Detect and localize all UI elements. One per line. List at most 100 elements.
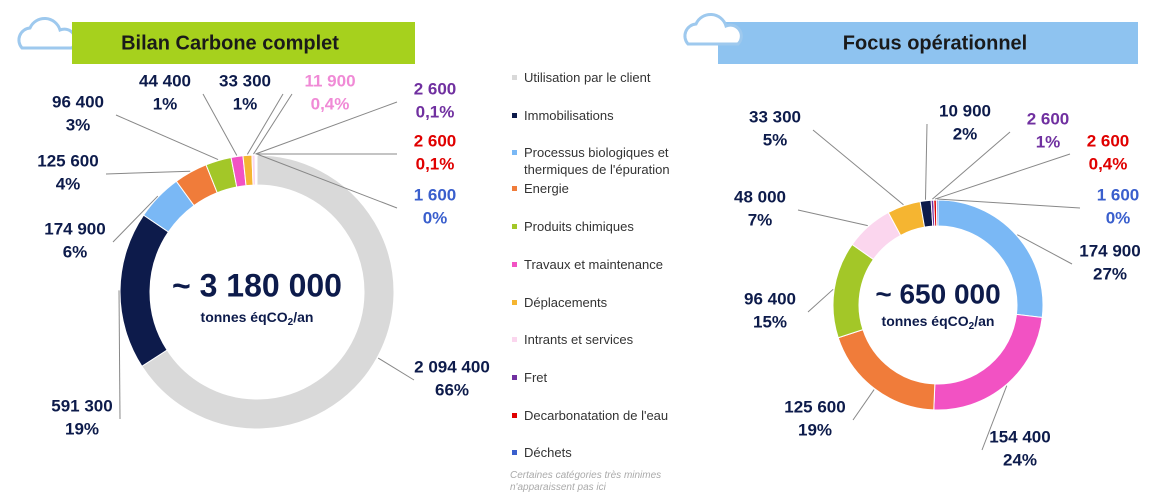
center-unit: tonnes éqCO2/an	[882, 313, 995, 332]
value-label: 11 900	[304, 71, 355, 90]
percent-label: 3%	[66, 115, 91, 134]
donut-slice	[837, 329, 936, 411]
leader-line	[118, 290, 121, 420]
center-unit: tonnes éqCO2/an	[201, 309, 314, 328]
percent-label: 66%	[435, 380, 469, 399]
leader-line	[377, 357, 415, 381]
percent-label: 1%	[233, 94, 258, 113]
percent-label: 0,4%	[311, 94, 350, 113]
legend-swatch	[512, 412, 517, 418]
percent-label: 7%	[748, 210, 773, 229]
legend-swatch	[512, 186, 517, 192]
value-label: 1 600	[1097, 185, 1140, 204]
value-label: 96 400	[52, 92, 104, 111]
leader-line	[112, 195, 159, 243]
legend-swatch	[512, 224, 517, 230]
value-label: 174 900	[44, 219, 105, 238]
legend-label: Energie	[524, 181, 569, 197]
legend-label: Immobilisations	[524, 107, 614, 123]
percent-label: 19%	[65, 419, 99, 438]
legend-label: Déplacements	[524, 294, 608, 310]
legend-label: Produits chimiques	[524, 219, 634, 235]
center-unit-part: 2	[969, 321, 975, 332]
center-unit-part: 2	[288, 317, 294, 328]
donut-slice	[832, 243, 875, 339]
leader-line	[937, 198, 1081, 209]
center-unit-part: tonnes éqCO	[201, 309, 288, 325]
value-label: 33 300	[749, 107, 801, 126]
cloud-icon	[17, 17, 77, 50]
value-label: 2 600	[414, 79, 457, 98]
chart-title: Bilan Carbone complet	[121, 32, 339, 54]
leader-line	[797, 209, 868, 227]
donut-slice	[935, 199, 939, 227]
value-label: 1 600	[414, 185, 457, 204]
leader-line	[202, 93, 238, 156]
value-label: 10 900	[939, 101, 991, 120]
legend-item: Processus biologiques et thermiques de l…	[512, 144, 724, 178]
value-label: 48 000	[734, 187, 786, 206]
value-label: 174 900	[1079, 241, 1140, 260]
legend-swatch	[512, 75, 517, 80]
percent-label: 0%	[423, 208, 448, 227]
percent-label: 4%	[56, 174, 81, 193]
note: Certaines catégories très minimes n'appa…	[510, 470, 662, 493]
leader-line	[934, 153, 1071, 200]
leader-line	[253, 93, 293, 155]
leader-line	[105, 170, 191, 175]
value-label: 2 600	[414, 131, 457, 150]
legend-label: Decarbonatation de l'eau	[524, 407, 669, 423]
value-label: 2 600	[1087, 131, 1130, 150]
percent-label: 27%	[1093, 264, 1127, 283]
legend-swatch	[512, 337, 517, 343]
cloud-icon	[683, 13, 743, 46]
leader-line	[852, 389, 875, 421]
percent-label: 1%	[1036, 132, 1061, 151]
leader-line	[924, 123, 928, 200]
value-label: 2 600	[1027, 109, 1070, 128]
donut-slice	[119, 214, 170, 367]
title-banner	[718, 22, 1138, 64]
legend-swatch	[512, 150, 517, 156]
legend-label: Déchets	[524, 445, 572, 461]
value-label: 125 600	[37, 151, 98, 170]
legend-label: Intrants et services	[524, 332, 634, 348]
percent-label: 6%	[63, 242, 88, 261]
value-label: 2 094 400	[414, 357, 490, 376]
leader-line	[1017, 234, 1073, 265]
legend-item: Fret	[512, 369, 724, 386]
percent-label: 0,1%	[416, 154, 455, 173]
chart-title: Focus opérationnel	[843, 32, 1027, 54]
percent-label: 5%	[763, 130, 788, 149]
legend-item: Decarbonatation de l'eau	[512, 407, 724, 424]
legend-item: Utilisation par le client	[512, 69, 724, 86]
legend-item: Travaux et maintenance	[512, 256, 724, 273]
percent-label: 0,4%	[1089, 154, 1128, 173]
percent-label: 0%	[1106, 208, 1131, 227]
value-label: 591 300	[51, 396, 112, 415]
legend-swatch	[512, 261, 517, 267]
center-value: ~ 3 180 000	[172, 267, 342, 303]
legend-item: Déplacements	[512, 294, 724, 311]
legend-item: Déchets	[512, 444, 724, 461]
legend-label: Travaux et maintenance	[524, 256, 663, 272]
leader-line	[807, 288, 834, 313]
title-banner	[72, 22, 415, 64]
donut-slice	[141, 154, 395, 430]
center-unit-part: /an	[293, 309, 313, 325]
value-label: 125 600	[784, 397, 845, 416]
leader-line	[932, 131, 1011, 200]
legend-item: Energie	[512, 180, 724, 197]
donut-slice	[933, 313, 1043, 411]
legend-item: Produits chimiques	[512, 218, 724, 235]
leader-line	[981, 385, 1008, 451]
legend-label: Utilisation par le client	[524, 70, 651, 85]
percent-label: 24%	[1003, 450, 1037, 469]
leader-line	[255, 101, 398, 155]
percent-label: 19%	[798, 420, 832, 439]
percent-label: 0,1%	[416, 102, 455, 121]
legend-swatch	[512, 299, 517, 305]
percent-label: 2%	[953, 124, 978, 143]
